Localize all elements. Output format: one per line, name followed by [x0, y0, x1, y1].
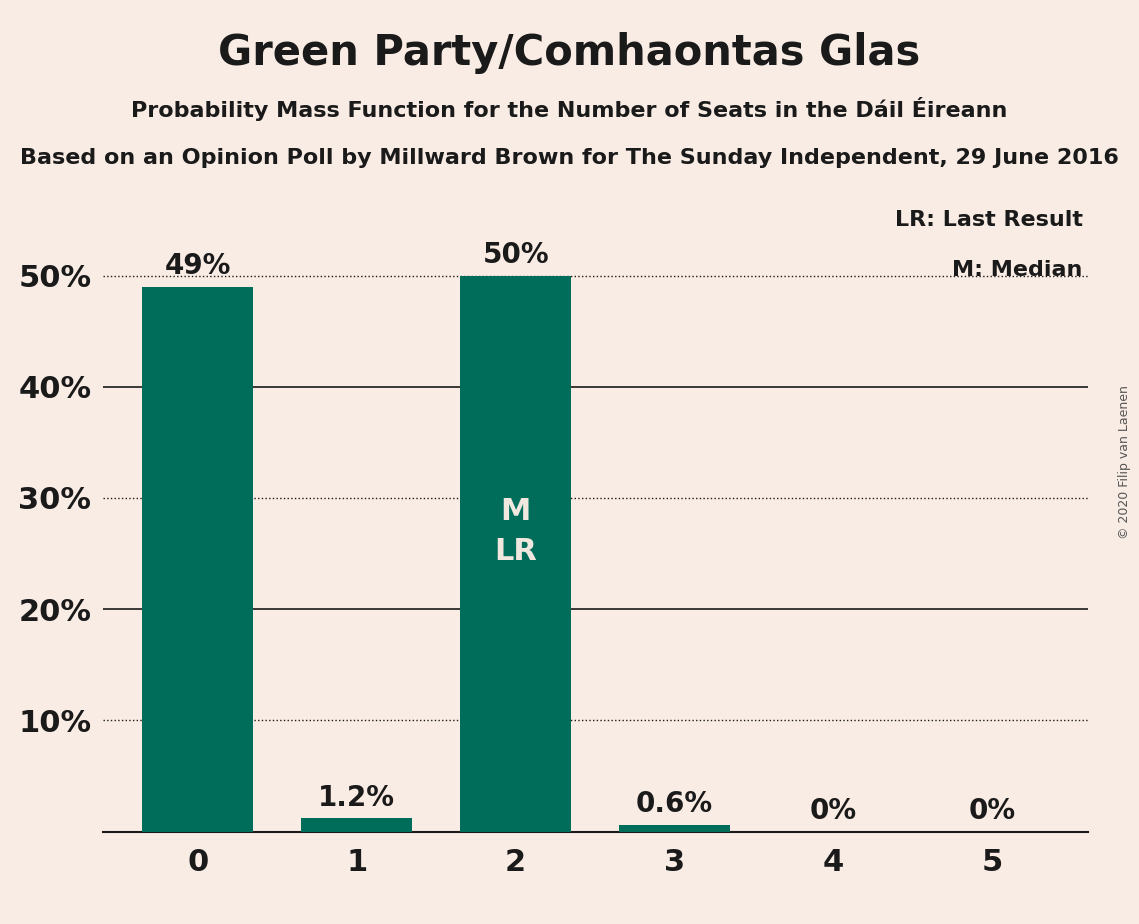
Text: 50%: 50% [482, 241, 549, 269]
Text: © 2020 Filip van Laenen: © 2020 Filip van Laenen [1118, 385, 1131, 539]
Text: 0.6%: 0.6% [636, 790, 713, 819]
Text: 1.2%: 1.2% [318, 784, 395, 811]
Text: Probability Mass Function for the Number of Seats in the Dáil Éireann: Probability Mass Function for the Number… [131, 97, 1008, 121]
Text: Based on an Opinion Poll by Millward Brown for The Sunday Independent, 29 June 2: Based on an Opinion Poll by Millward Bro… [21, 148, 1118, 168]
Bar [618, 825, 730, 832]
Text: 49%: 49% [165, 252, 231, 280]
Bar [142, 286, 254, 832]
Text: 0%: 0% [969, 796, 1016, 825]
Text: M: Median: M: Median [952, 260, 1083, 280]
Bar [460, 275, 572, 832]
Text: Green Party/Comhaontas Glas: Green Party/Comhaontas Glas [219, 32, 920, 74]
Text: M
LR: M LR [494, 496, 538, 566]
Text: 0%: 0% [810, 796, 857, 825]
Bar [301, 819, 412, 832]
Text: LR: Last Result: LR: Last Result [895, 210, 1083, 229]
